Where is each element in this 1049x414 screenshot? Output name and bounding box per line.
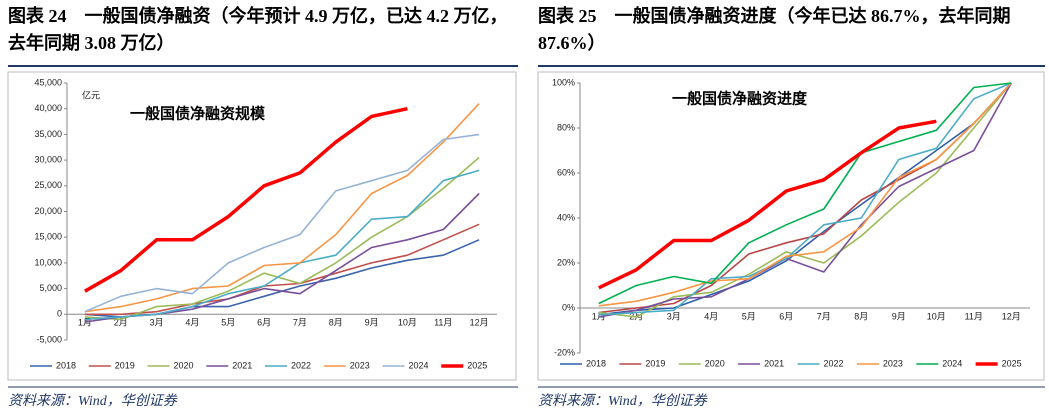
legend-label: 2025 bbox=[1002, 358, 1022, 368]
legend-label: 2025 bbox=[467, 360, 487, 370]
x-tick-label: 1月 bbox=[78, 318, 92, 328]
x-tick-label: 5月 bbox=[221, 318, 235, 328]
series-line bbox=[598, 82, 1012, 318]
y-tick-label: 5,000 bbox=[39, 283, 62, 293]
y-tick-label: 40% bbox=[557, 212, 575, 222]
x-tick-label: 7月 bbox=[293, 318, 307, 328]
y-tick-label: 20,000 bbox=[34, 206, 62, 216]
y-tick-label: 35,000 bbox=[34, 129, 62, 139]
series-line bbox=[84, 156, 480, 321]
x-tick-label: 8月 bbox=[854, 311, 868, 321]
y-tick-label: 30,000 bbox=[34, 154, 62, 164]
source-note: 资料来源：Wind，华创证券 bbox=[538, 394, 707, 409]
x-tick-label: 2月 bbox=[114, 318, 128, 328]
chart-title: 图表 25 一般国债净融资进度（今年已达 86.7%，去年同期 87.6%） bbox=[538, 6, 1011, 53]
chart-title: 图表 24 一般国债净融资（今年预计 4.9 万亿，已达 4.2 万亿，去年同期… bbox=[8, 6, 508, 53]
series-line bbox=[598, 119, 937, 290]
x-tick-label: 12月 bbox=[470, 318, 489, 328]
series-line bbox=[84, 103, 480, 313]
annotation: 一般国债净融资进度 bbox=[672, 89, 808, 107]
x-tick-label: 11月 bbox=[434, 318, 452, 328]
x-tick-label: 11月 bbox=[965, 311, 983, 321]
x-tick-label: 9月 bbox=[892, 311, 906, 321]
legend-label: 2018 bbox=[56, 360, 76, 370]
legend-label: 2023 bbox=[350, 360, 370, 370]
x-tick-label: 7月 bbox=[817, 311, 831, 321]
y-axis-label: 亿元 bbox=[82, 89, 100, 100]
legend-label: 2018 bbox=[586, 358, 606, 368]
y-tick-label: -5,000 bbox=[36, 334, 62, 344]
series-line bbox=[84, 223, 480, 316]
chart-frame bbox=[537, 71, 1045, 381]
x-tick-label: 9月 bbox=[365, 318, 379, 328]
y-tick-label: 20% bbox=[557, 257, 575, 267]
legend-label: 2023 bbox=[883, 358, 903, 368]
x-tick-label: 8月 bbox=[329, 318, 343, 328]
x-tick-label: 6月 bbox=[257, 318, 271, 328]
x-tick-label: 4月 bbox=[185, 318, 199, 328]
x-tick-label: 6月 bbox=[779, 311, 793, 321]
y-tick-label: 15,000 bbox=[34, 232, 62, 242]
y-tick-label: 0% bbox=[562, 302, 575, 312]
y-tick-label: -20% bbox=[554, 347, 575, 357]
source-note: 资料来源：Wind，华创证券 bbox=[8, 394, 177, 409]
annotation: 一般国债净融资规模 bbox=[130, 104, 266, 122]
legend-label: 2024 bbox=[409, 360, 429, 370]
x-tick-label: 12月 bbox=[1002, 311, 1021, 321]
series-line bbox=[598, 82, 1012, 307]
y-tick-label: 0 bbox=[57, 309, 62, 319]
legend-label: 2020 bbox=[705, 358, 725, 368]
x-tick-label: 3月 bbox=[150, 318, 164, 328]
legend-label: 2019 bbox=[115, 360, 135, 370]
legend-label: 2019 bbox=[645, 358, 665, 368]
series-line bbox=[598, 82, 1012, 305]
y-tick-label: 10,000 bbox=[34, 257, 62, 267]
x-tick-label: 10月 bbox=[927, 311, 946, 321]
y-tick-label: 60% bbox=[557, 167, 575, 177]
series-line bbox=[84, 106, 408, 293]
y-tick-label: 40,000 bbox=[34, 103, 62, 113]
chart-frame bbox=[7, 71, 517, 381]
y-tick-label: 100% bbox=[552, 77, 575, 87]
y-tick-label: 45,000 bbox=[34, 77, 62, 87]
x-tick-label: 10月 bbox=[398, 318, 417, 328]
legend-label: 2024 bbox=[942, 358, 962, 368]
y-tick-label: 25,000 bbox=[34, 180, 62, 190]
x-tick-label: 4月 bbox=[704, 311, 718, 321]
series-line bbox=[598, 82, 1012, 314]
legend-label: 2022 bbox=[824, 358, 844, 368]
series-line bbox=[84, 169, 480, 321]
series-line bbox=[598, 82, 1012, 316]
legend-label: 2020 bbox=[174, 360, 194, 370]
series-line bbox=[84, 133, 480, 313]
x-tick-label: 3月 bbox=[667, 311, 681, 321]
legend-label: 2022 bbox=[291, 360, 311, 370]
legend-label: 2021 bbox=[764, 358, 784, 368]
y-tick-label: 80% bbox=[557, 122, 575, 132]
legend-label: 2021 bbox=[232, 360, 252, 370]
series-line bbox=[598, 82, 1012, 318]
x-tick-label: 5月 bbox=[742, 311, 756, 321]
series-line bbox=[598, 82, 1012, 316]
